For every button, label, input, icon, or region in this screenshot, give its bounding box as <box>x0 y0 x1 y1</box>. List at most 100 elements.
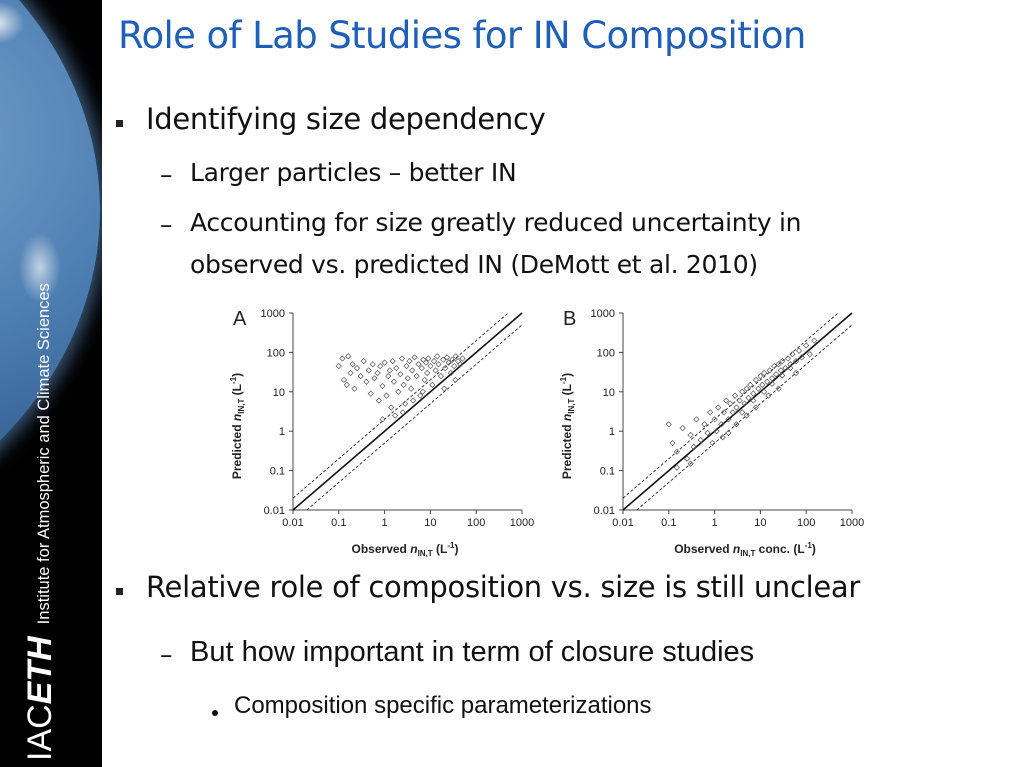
data-point <box>381 359 388 366</box>
data-point <box>750 390 757 397</box>
data-point <box>415 361 422 368</box>
y-tick-label: 0.01 <box>594 505 615 517</box>
data-point <box>339 355 346 362</box>
data-point <box>418 364 425 372</box>
data-point <box>433 353 441 360</box>
data-point <box>760 388 768 395</box>
data-point <box>713 428 720 435</box>
data-point <box>709 439 716 447</box>
data-point <box>736 397 743 404</box>
data-point <box>760 369 768 377</box>
data-point <box>725 429 732 437</box>
bullet-square-icon <box>116 588 123 595</box>
y-tick-label: 1000 <box>261 308 285 320</box>
data-point <box>459 355 466 362</box>
x-tick-label: 1 <box>712 517 718 529</box>
data-point <box>422 359 430 366</box>
data-point <box>766 367 773 374</box>
data-point <box>408 385 415 392</box>
panel-a-points <box>335 353 466 423</box>
panel-b-axes <box>619 312 853 514</box>
data-point <box>772 371 780 378</box>
data-point <box>398 355 406 362</box>
panel-a-y-label: Predicted nIN,T (L-1) <box>229 373 246 479</box>
data-point <box>750 397 757 404</box>
panel-b: B 0.01 0.1 1 10 100 1000 0.01 0.1 1 10 100 1000 Ob… <box>559 308 864 558</box>
y-tick-label: 0.1 <box>600 466 615 478</box>
data-point <box>720 409 728 416</box>
data-point <box>743 385 750 392</box>
x-tick-label: 1 <box>382 517 388 529</box>
data-point <box>787 364 794 372</box>
data-point <box>441 385 448 392</box>
data-point <box>792 369 800 377</box>
data-point <box>757 373 764 380</box>
panel-b-points <box>665 337 818 471</box>
bullet-square-icon <box>116 120 123 127</box>
panel-b-y-label: Predicted nIN,T (L-1) <box>559 373 576 479</box>
data-point <box>683 455 691 462</box>
data-point <box>775 361 782 368</box>
data-point <box>789 351 796 358</box>
data-point <box>406 358 413 365</box>
data-point <box>379 416 386 423</box>
panel-a-x-label: Observed nIN,T (L-1) <box>352 541 459 558</box>
data-point <box>369 361 376 368</box>
data-point <box>360 358 367 365</box>
y-tick-label: 10 <box>603 387 615 399</box>
data-point <box>419 388 426 395</box>
data-point <box>796 347 803 354</box>
data-point <box>727 400 734 407</box>
logo-eth-text: ETH <box>21 636 59 705</box>
x-tick-label: 100 <box>467 517 485 529</box>
data-point <box>811 337 818 344</box>
data-point <box>379 382 386 390</box>
data-point <box>669 439 676 447</box>
slide-title: Role of Lab Studies for IN Composition <box>118 14 806 57</box>
data-point <box>442 364 449 372</box>
x-tick-label: 10 <box>424 517 436 529</box>
data-point <box>445 359 452 366</box>
bullet-composition-vs-size: Relative role of composition vs. size is… <box>146 570 861 604</box>
data-point <box>447 369 454 377</box>
data-point <box>759 381 766 388</box>
data-point <box>430 358 438 365</box>
data-point <box>752 404 760 411</box>
x-tick-label: 10 <box>754 517 766 529</box>
logo-iac-text: IAC <box>21 704 59 761</box>
data-point <box>755 385 762 392</box>
dash-icon: – <box>160 160 173 189</box>
data-point <box>768 380 776 387</box>
data-point <box>673 464 680 471</box>
x-tick-label: 0.01 <box>612 517 633 529</box>
data-point <box>451 362 458 370</box>
institute-branding: IACETH Institute for Atmospheric and Clim… <box>8 283 98 761</box>
bullet-size-dependency: Identifying size dependency <box>146 102 546 136</box>
data-point <box>697 436 704 444</box>
data-point <box>353 364 361 372</box>
data-point <box>411 354 418 361</box>
data-point <box>779 372 786 379</box>
data-point <box>782 364 789 372</box>
data-point <box>775 385 782 392</box>
y-tick-label: 10 <box>273 387 285 399</box>
data-point <box>806 351 813 358</box>
data-point <box>743 412 750 419</box>
dash-icon: – <box>160 640 173 669</box>
data-point <box>731 392 739 399</box>
data-point <box>383 392 390 399</box>
data-point <box>388 404 395 411</box>
data-point <box>711 416 718 423</box>
data-point <box>401 400 409 407</box>
data-point <box>429 381 436 388</box>
data-point <box>452 376 459 384</box>
data-point <box>395 388 402 395</box>
data-point <box>729 409 736 416</box>
data-point <box>365 367 372 374</box>
data-point <box>367 390 374 397</box>
data-point <box>400 381 407 388</box>
data-point <box>397 371 404 378</box>
data-point <box>733 404 740 411</box>
panel-a-reference-lines <box>292 312 523 511</box>
data-point <box>427 362 434 370</box>
